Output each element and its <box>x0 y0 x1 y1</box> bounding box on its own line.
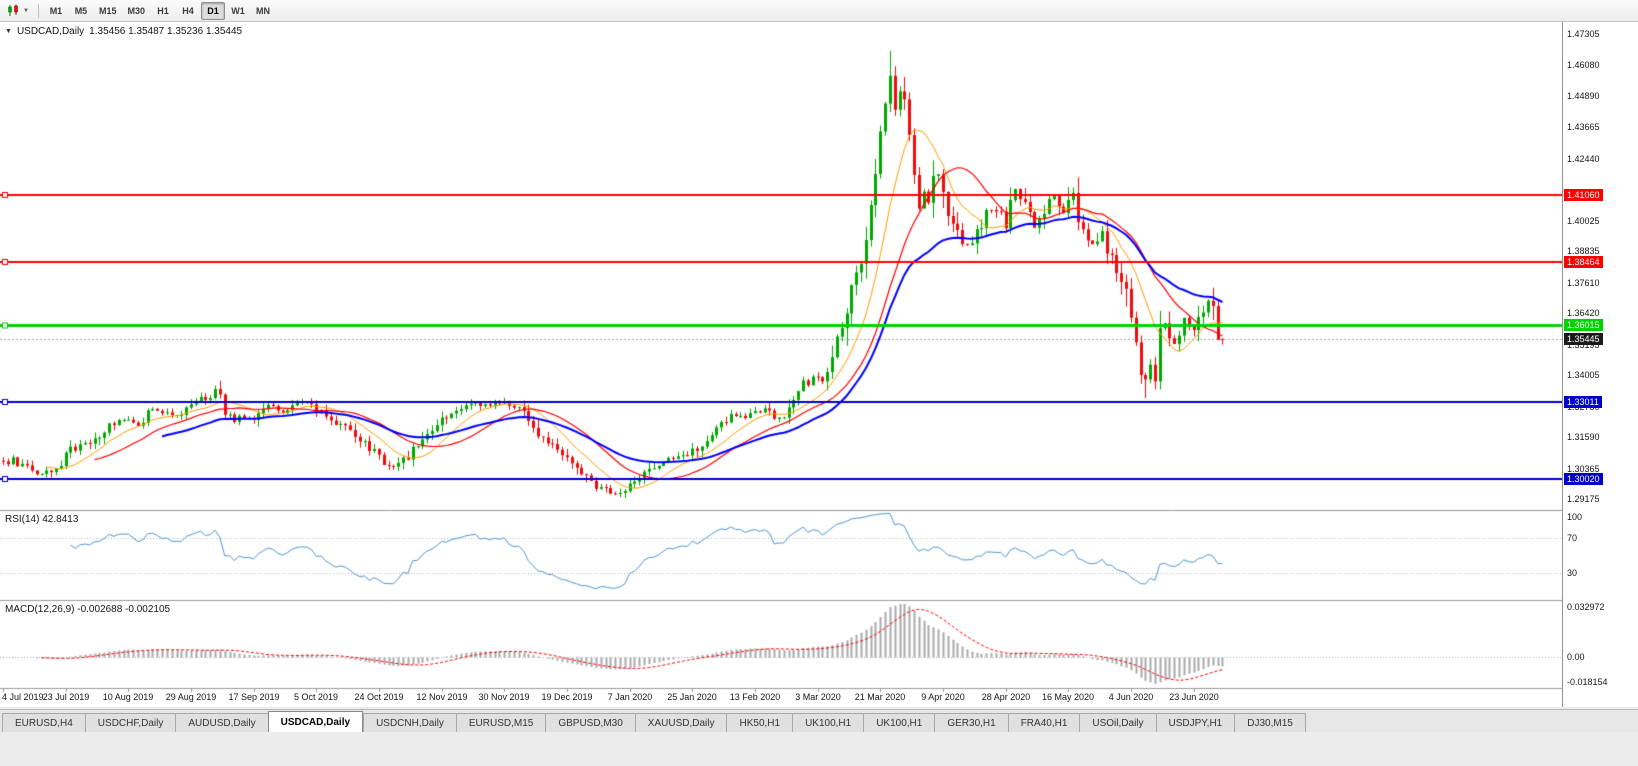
chart-tab-usdcad-daily[interactable]: USDCAD,Daily <box>267 711 364 732</box>
date-axis-label: 4 Jul 2019 <box>2 692 44 702</box>
date-axis-label: 23 Jul 2019 <box>42 692 90 702</box>
date-axis-label: 4 Jun 2020 <box>1108 692 1154 702</box>
price-axis-label: 1.43665 <box>1567 122 1600 132</box>
price-axis[interactable]: 1.47305 1.46080 1.44890 1.43665 1.42440 1.400… <box>1562 22 1638 707</box>
timeframe-toolbar: M1 M5 M15 M30 H1 H4 D1 W1 MN <box>44 1 275 20</box>
chart-tab-eurusd-h4[interactable]: EURUSD,H4 <box>2 713 85 732</box>
chart-tab-usoil-daily[interactable]: USOil,Daily <box>1079 713 1156 732</box>
resistance-line-2-price-tag: 1.38464 <box>1564 256 1603 268</box>
rsi-axis-label: 30 <box>1567 568 1578 578</box>
price-axis-label: 1.46080 <box>1567 60 1600 70</box>
date-axis-label: 21 Mar 2020 <box>854 692 906 702</box>
date-axis-label: 10 Aug 2019 <box>102 692 154 702</box>
current-price-tag: 1.35445 <box>1564 333 1603 345</box>
timeframe-button-m30[interactable]: M30 <box>122 2 150 20</box>
timeframe-button-w1[interactable]: W1 <box>226 2 250 20</box>
candlestick-chart-icon <box>8 4 18 16</box>
toolbar-separator <box>37 3 39 18</box>
date-axis-label: 17 Sep 2019 <box>228 692 280 702</box>
timeframe-button-mn[interactable]: MN <box>251 2 275 20</box>
support-line-2-price-tag: 1.30020 <box>1564 473 1603 485</box>
dropdown-caret-icon: ▼ <box>23 7 29 14</box>
chart-tab-usdjpy-h1[interactable]: USDJPY,H1 <box>1155 713 1235 732</box>
price-axis-label: 1.35195 <box>1567 340 1600 350</box>
pivot-line-green-price-tag: 1.36015 <box>1564 319 1603 331</box>
chart-tab-usdchf-daily[interactable]: USDCHF,Daily <box>84 713 176 732</box>
date-axis-label: 24 Oct 2019 <box>354 692 404 702</box>
chart-tab-uk100-h1[interactable]: UK100,H1 <box>792 713 864 732</box>
chart-ohlc-values: 1.35456 1.35487 1.35236 1.35445 <box>89 26 243 37</box>
timeframe-button-h4[interactable]: H4 <box>176 2 200 20</box>
chart-tab-fra40-h1[interactable]: FRA40,H1 <box>1007 713 1080 732</box>
date-axis-label: 3 Mar 2020 <box>795 692 841 702</box>
resistance-line-1-price-tag: 1.41060 <box>1564 189 1603 201</box>
chart-window: ▼ USDCAD,Daily 1.35456 1.35487 1.35236 1… <box>0 22 1638 707</box>
date-axis-label: 12 Nov 2019 <box>416 692 468 702</box>
date-axis-label: 19 Dec 2019 <box>541 692 593 702</box>
price-axis-label: 1.29175 <box>1567 494 1600 504</box>
chart-tab-uk100-h1[interactable]: UK100,H1 <box>863 713 935 732</box>
price-axis-label: 1.38835 <box>1567 246 1600 256</box>
price-axis-label: 1.40025 <box>1567 216 1600 226</box>
price-axis-label: 1.47305 <box>1567 29 1600 39</box>
time-axis[interactable]: 4 Jul 2019 23 Jul 2019 10 Aug 2019 29 Aug 2… <box>0 688 1562 707</box>
date-axis-label: 7 Jan 2020 <box>607 692 653 702</box>
date-axis-label: 9 Apr 2020 <box>921 692 965 702</box>
date-axis-label: 16 May 2020 <box>1041 692 1095 702</box>
price-axis-label: 1.37610 <box>1567 278 1600 288</box>
price-axis-label: 1.44890 <box>1567 91 1600 101</box>
chart-tabs-bar: EURUSD,H4 USDCHF,Daily AUDUSD,Daily USDCAD,… <box>0 709 1638 732</box>
chart-tab-dj30-m15[interactable]: DJ30,M15 <box>1234 713 1306 732</box>
chart-tab-ger30-h1[interactable]: GER30,H1 <box>934 713 1008 732</box>
date-axis-label: 13 Feb 2020 <box>729 692 781 702</box>
price-axis-label: 1.34005 <box>1567 370 1600 380</box>
chart-canvas[interactable] <box>0 22 1562 707</box>
chart-tab-usdcnh-daily[interactable]: USDCNH,Daily <box>363 713 456 732</box>
rsi-axis-label: 100 <box>1567 512 1583 522</box>
rsi-axis-label: 70 <box>1567 533 1578 543</box>
date-axis-label: 30 Nov 2019 <box>478 692 530 702</box>
chart-tab-xauusd-daily[interactable]: XAUUSD,Daily <box>634 713 727 732</box>
timeframe-button-m15[interactable]: M15 <box>94 2 122 20</box>
price-axis-label: 1.30365 <box>1567 464 1600 474</box>
chart-type-button[interactable]: ▼ <box>3 2 33 20</box>
macd-indicator-label: MACD(12,26,9) -0.002688 -0.002105 <box>5 604 171 615</box>
one-click-trading-expand-icon[interactable]: ▼ <box>5 28 12 35</box>
timeframe-button-h1[interactable]: H1 <box>151 2 175 20</box>
timeframe-button-d1[interactable]: D1 <box>200 1 225 20</box>
date-axis-label: 29 Aug 2019 <box>165 692 217 702</box>
date-axis-label: 5 Oct 2019 <box>293 692 339 702</box>
price-axis-label: 1.36420 <box>1567 308 1600 318</box>
chart-symbol-label: USDCAD,Daily <box>16 26 85 37</box>
price-axis-label: 1.42440 <box>1567 154 1600 164</box>
chart-title: ▼ USDCAD,Daily 1.35456 1.35487 1.35236 1… <box>5 26 242 37</box>
chart-tab-audusd-daily[interactable]: AUDUSD,Daily <box>175 713 268 732</box>
macd-axis-label: 0.00 <box>1567 652 1585 662</box>
top-toolbar: ▼ M1 M5 M15 M30 H1 H4 D1 W1 MN <box>0 0 1638 22</box>
chart-tab-gbpusd-m30[interactable]: GBPUSD,M30 <box>545 713 635 732</box>
rsi-indicator-label: RSI(14) 42.8413 <box>5 514 79 525</box>
date-axis-label: 25 Jan 2020 <box>667 692 717 702</box>
price-axis-label: 1.31590 <box>1567 432 1600 442</box>
chart-tab-eurusd-m15[interactable]: EURUSD,M15 <box>455 713 546 732</box>
chart-tab-hk50-h1[interactable]: HK50,H1 <box>726 713 793 732</box>
macd-axis-label: -0.018154 <box>1567 677 1608 687</box>
date-axis-label: 23 Jun 2020 <box>1169 692 1219 702</box>
support-line-1-price-tag: 1.33011 <box>1564 396 1602 408</box>
macd-axis-label: 0.032972 <box>1567 602 1605 612</box>
timeframe-button-m5[interactable]: M5 <box>69 2 93 20</box>
timeframe-button-m1[interactable]: M1 <box>44 2 68 20</box>
date-axis-label: 28 Apr 2020 <box>981 692 1031 702</box>
